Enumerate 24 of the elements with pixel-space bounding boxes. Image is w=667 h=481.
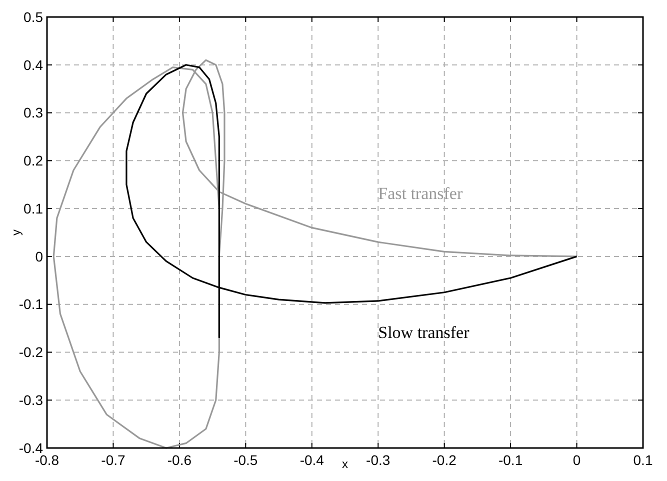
x-tick-label: 0.1 xyxy=(633,452,653,468)
y-axis-title: y xyxy=(9,230,23,236)
x-tick-label: -0.6 xyxy=(167,452,192,468)
y-tick-label: -0.1 xyxy=(18,296,44,312)
line-series xyxy=(52,59,578,449)
line-series xyxy=(126,64,578,339)
x-tick-label: -0.7 xyxy=(101,452,126,468)
text: Fast transfer xyxy=(378,184,463,203)
y-tick-label: -0.3 xyxy=(18,392,44,408)
y-tick-label: 0.3 xyxy=(24,104,44,121)
x-tick-label: -0.1 xyxy=(498,452,523,468)
x-axis-title: x xyxy=(342,457,348,471)
x-tick-label: -0.4 xyxy=(300,452,324,468)
x-tick-label: -0.2 xyxy=(432,452,457,468)
x-tick-label: -0.5 xyxy=(234,452,258,468)
series-label: Slow transfer xyxy=(378,322,470,342)
y-tick-label: 0.2 xyxy=(24,152,44,169)
y-tick-label: 0.4 xyxy=(24,56,44,73)
x-tick-label: 0 xyxy=(572,452,581,468)
y-tick-label: -0.2 xyxy=(18,344,44,360)
y-tick-label: 0.5 xyxy=(24,8,44,25)
y-tick-label: 0.1 xyxy=(24,200,44,216)
x-tick-label: -0.3 xyxy=(366,452,390,468)
y-tick-label: 0 xyxy=(35,248,44,264)
